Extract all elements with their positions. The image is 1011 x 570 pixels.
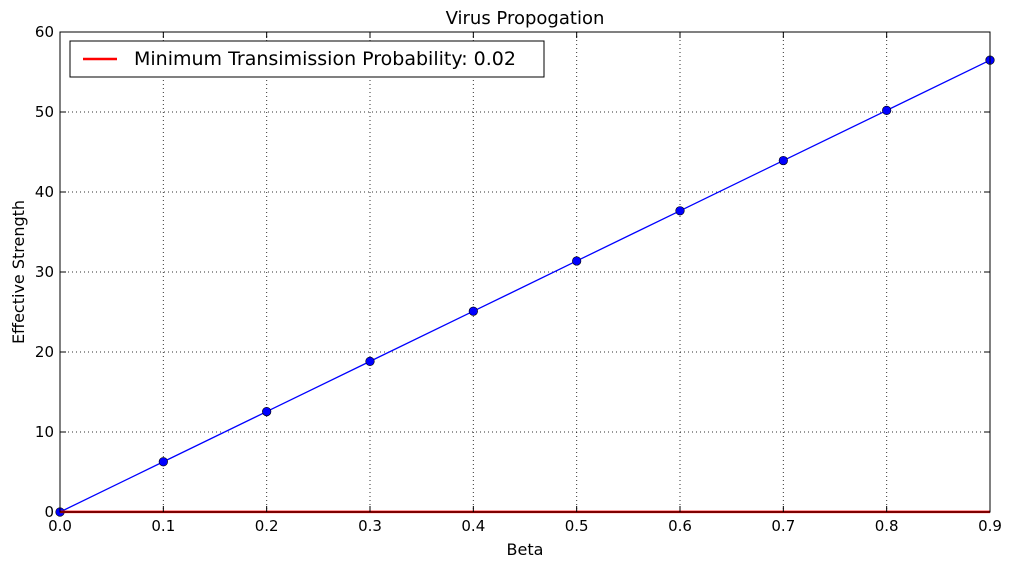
y-tick-label: 0 [44,503,54,521]
x-tick-label: 0.4 [461,517,485,535]
data-point [572,256,582,266]
data-point [882,105,892,115]
x-tick-label: 0.0 [48,517,72,535]
chart-title: Virus Propogation [446,8,605,29]
x-tick-label: 0.3 [358,517,382,535]
x-tick-label: 0.6 [668,517,692,535]
series-layer [55,55,995,517]
x-tick-label: 0.5 [565,517,589,535]
tick-labels: 0.0 0.1 0.2 0.3 0.4 0.5 0.6 0.7 0.8 0.9 0 10 20 30 40 5… [35,23,1002,535]
legend: Minimum Transimission Probability: 0.02 [69,40,545,78]
data-point [468,306,478,316]
y-tick-label: 20 [35,343,54,361]
y-tick-label: 10 [35,423,54,441]
x-tick-label: 0.1 [151,517,175,535]
series-line [59,59,991,513]
data-point [158,457,168,467]
y-tick-label: 60 [35,23,54,41]
y-axis-title: Effective Strength [9,200,28,344]
y-tick-label: 50 [35,103,54,121]
x-tick-label: 0.9 [978,517,1002,535]
y-tick-label: 40 [35,183,54,201]
data-point [778,155,788,166]
data-point [365,356,375,366]
legend-box [69,40,545,78]
data-point [262,407,272,417]
x-tick-label: 0.7 [771,517,795,535]
legend-label: Minimum Transimission Probability: 0.02 [134,48,516,70]
axis-ticks [59,31,991,513]
x-tick-label: 0.8 [875,517,899,535]
x-axis-title: Beta [507,540,544,559]
grid [59,31,991,513]
y-tick-label: 30 [35,263,54,281]
data-point [675,206,685,216]
x-tick-label: 0.2 [255,517,279,535]
